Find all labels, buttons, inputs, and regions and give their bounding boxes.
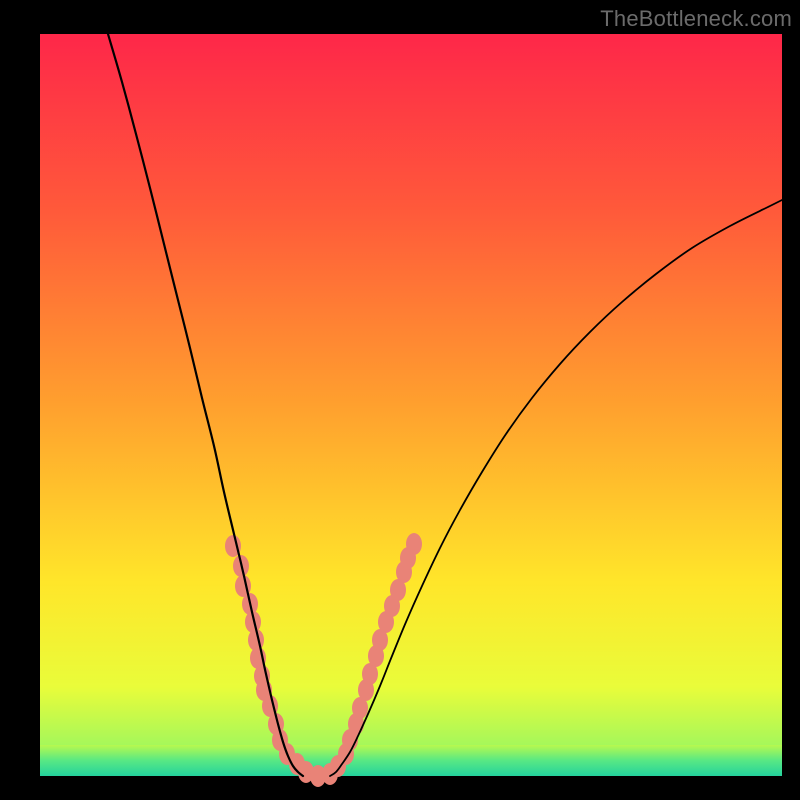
right-curve-points — [330, 200, 782, 776]
watermark-label: TheBottleneck.com — [600, 6, 792, 32]
data-point-marker — [406, 533, 422, 555]
left-curve-points — [108, 34, 303, 776]
bottleneck-curves — [108, 34, 782, 776]
bottleneck-curve-chart — [0, 0, 800, 800]
data-point-markers — [225, 533, 422, 787]
